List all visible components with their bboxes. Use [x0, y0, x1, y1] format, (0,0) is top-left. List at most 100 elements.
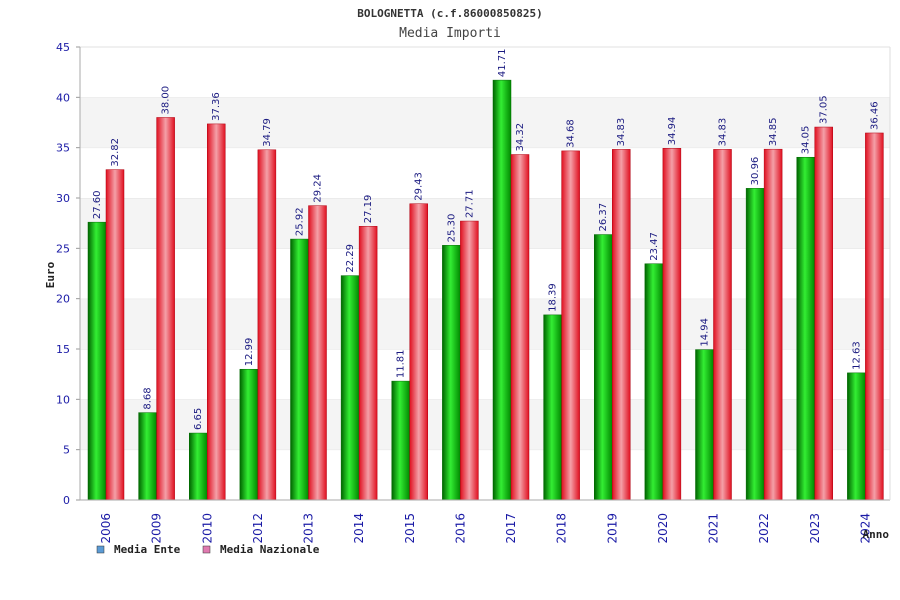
bar-media-nazionale-2014 — [358, 226, 378, 501]
bar-media-ente-2016 — [442, 245, 461, 501]
y-tick-label: 0 — [63, 494, 70, 507]
bar-media-nazionale-2017 — [510, 154, 530, 501]
bar-media-nazionale-2022 — [763, 148, 783, 501]
value-label: 34.83 — [616, 118, 627, 147]
legend: Media Ente Media Nazionale — [96, 543, 320, 556]
value-label: 34.83 — [718, 118, 729, 147]
value-label: 34.85 — [768, 118, 779, 147]
value-label: 38.00 — [161, 86, 172, 115]
x-axis-ticks: 2006 2009 2010 2012 2013 2014 2015 2016 2017 2018… — [99, 513, 872, 544]
value-label: 23.47 — [649, 232, 660, 261]
y-tick-label: 20 — [56, 293, 70, 306]
x-tick-label: 2010 — [200, 513, 214, 544]
legend-label-media-nazionale: Media Nazionale — [220, 543, 320, 556]
value-label: 12.63 — [851, 341, 862, 370]
legend-swatch-media-nazionale — [202, 545, 211, 554]
bar-media-ente-2022 — [745, 188, 765, 501]
bar-media-ente-2015 — [391, 380, 410, 501]
chart-subtitle: Media Importi — [399, 26, 501, 41]
value-label: 34.32 — [515, 123, 526, 152]
value-label: 27.19 — [363, 195, 374, 224]
bar-media-nazionale-2019 — [612, 149, 631, 501]
y-tick-label: 10 — [56, 393, 70, 406]
value-label: 27.71 — [464, 189, 475, 218]
x-tick-label: 2021 — [707, 513, 721, 544]
value-label: 34.94 — [667, 117, 678, 146]
value-label: 37.05 — [819, 95, 830, 124]
x-tick-label: 2024 — [858, 513, 872, 544]
bar-media-nazionale-2009 — [156, 117, 175, 501]
bar-media-nazionale-2018 — [561, 150, 580, 501]
bar-media-ente-2023 — [796, 156, 815, 501]
grid-band — [80, 47, 890, 98]
bar-media-nazionale-2010 — [207, 123, 226, 501]
value-label: 11.81 — [396, 349, 407, 378]
value-label: 25.92 — [295, 207, 306, 236]
x-tick-label: 2014 — [352, 513, 366, 544]
bar-media-nazionale-2021 — [713, 149, 732, 501]
legend-swatch-media-ente — [96, 545, 105, 554]
value-label: 22.29 — [345, 244, 356, 273]
y-tick-label: 40 — [56, 91, 70, 104]
value-label: 32.82 — [110, 138, 121, 167]
value-label: 29.24 — [313, 174, 324, 203]
bar-media-nazionale-2023 — [814, 126, 833, 501]
value-label: 25.30 — [446, 214, 457, 243]
y-tick-label: 45 — [56, 41, 70, 54]
value-label: 34.68 — [566, 119, 577, 148]
x-tick-label: 2016 — [453, 513, 467, 544]
bar-media-ente-2020 — [644, 263, 664, 501]
bar-media-nazionale-2013 — [308, 205, 327, 501]
x-tick-label: 2020 — [656, 513, 670, 544]
x-axis-title: Anno — [863, 528, 890, 541]
value-label: 36.46 — [869, 101, 880, 130]
bar-media-ente-2024 — [847, 372, 866, 501]
value-label: 30.96 — [750, 157, 761, 186]
y-tick-label: 25 — [56, 242, 70, 255]
value-label: 12.99 — [244, 338, 255, 367]
bar-media-ente-2010 — [189, 432, 208, 501]
x-tick-label: 2006 — [99, 513, 113, 544]
x-tick-label: 2012 — [251, 513, 265, 544]
value-label: 29.43 — [414, 172, 425, 201]
x-tick-label: 2022 — [757, 513, 771, 544]
y-axis-ticks: 0 5 10 15 20 25 30 35 40 45 — [56, 41, 80, 507]
value-label: 6.65 — [193, 408, 204, 430]
value-label: 34.79 — [262, 118, 273, 147]
x-tick-label: 2015 — [403, 513, 417, 544]
bar-media-ente-2014 — [340, 275, 360, 501]
y-tick-label: 5 — [63, 444, 70, 457]
x-tick-label: 2017 — [504, 513, 518, 544]
value-label: 27.60 — [92, 191, 103, 220]
x-tick-label: 2013 — [302, 513, 316, 544]
bar-media-ente-2006 — [87, 221, 107, 501]
value-labels: 27.60 32.82 8.68 38.00 6.65 37.36 12.99 34.79 25… — [92, 48, 880, 430]
bar-media-ente-2013 — [290, 238, 309, 501]
bar-media-nazionale-2012 — [257, 149, 277, 501]
y-tick-label: 15 — [56, 343, 70, 356]
x-tick-label: 2019 — [605, 513, 619, 544]
bars — [87, 79, 884, 501]
value-label: 37.36 — [211, 92, 222, 121]
bar-media-nazionale-2006 — [105, 169, 125, 501]
chart-title: BOLOGNETTA (c.f.86000850825) — [357, 7, 542, 20]
bar-media-ente-2019 — [594, 234, 613, 501]
bar-media-nazionale-2020 — [662, 148, 682, 501]
y-tick-label: 30 — [56, 192, 70, 205]
value-label: 41.71 — [497, 48, 508, 77]
value-label: 14.94 — [700, 318, 711, 347]
x-tick-label: 2009 — [150, 513, 164, 544]
bar-media-ente-2012 — [239, 368, 259, 501]
bar-media-nazionale-2016 — [460, 220, 479, 501]
bar-media-ente-2017 — [492, 79, 512, 501]
bar-media-nazionale-2024 — [865, 132, 884, 501]
legend-label-media-ente: Media Ente — [114, 543, 181, 556]
value-label: 26.37 — [598, 203, 609, 232]
axes — [79, 47, 891, 501]
x-tick-label: 2023 — [808, 513, 822, 544]
x-tick-label: 2018 — [555, 513, 569, 544]
value-label: 34.05 — [801, 126, 812, 155]
bar-media-ente-2009 — [138, 412, 157, 501]
bar-media-ente-2018 — [543, 314, 562, 501]
